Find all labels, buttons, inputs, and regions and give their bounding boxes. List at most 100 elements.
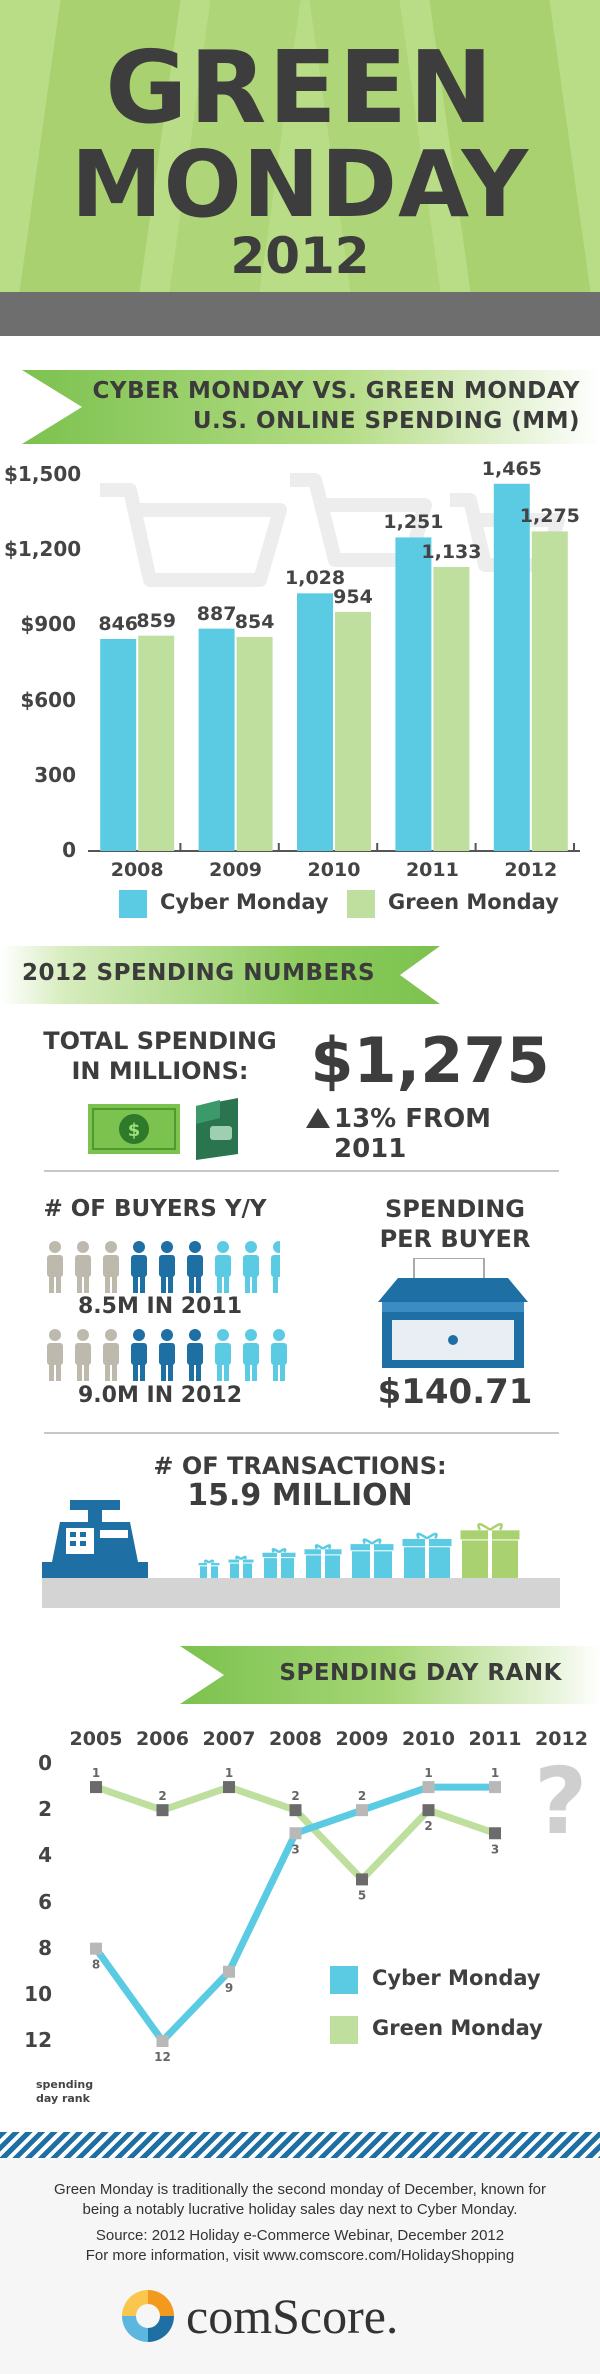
rank-y-tick: 2 bbox=[38, 1797, 52, 1822]
buyers-label: # OF BUYERS Y/Y bbox=[43, 1196, 267, 1222]
bar-green-2008 bbox=[138, 635, 175, 851]
bar-value-label: 1,465 bbox=[481, 457, 542, 480]
header-divider-bar bbox=[0, 292, 600, 336]
bar-y-tick: 300 bbox=[34, 762, 76, 787]
person-icon bbox=[187, 1329, 203, 1381]
ribbon-line2: U.S. ONLINE SPENDING (MM) bbox=[192, 408, 580, 434]
unknown-2012-marker: ? bbox=[534, 1748, 588, 1855]
rank-point-green-2007 bbox=[223, 1781, 235, 1794]
header-banner: GREEN MONDAY 2012 bbox=[0, 0, 600, 292]
title-monday: MONDAY bbox=[70, 131, 530, 238]
total-label-line2: IN MILLIONS: bbox=[71, 1057, 249, 1085]
rank-y-axis-title: spending day rank bbox=[36, 2078, 93, 2106]
total-spending-value: $1,275 bbox=[310, 1024, 550, 1097]
title-year: 2012 bbox=[230, 227, 370, 285]
rank-x-tick: 2009 bbox=[335, 1728, 389, 1750]
transactions-value: 15.9 MILLION bbox=[187, 1478, 413, 1513]
bar-green-2012 bbox=[531, 531, 568, 851]
rank-point-cyber-2010 bbox=[422, 1781, 435, 1794]
svg-text:$: $ bbox=[128, 1120, 141, 1141]
footer-line1: Green Monday is traditionally the second… bbox=[54, 2181, 546, 2198]
rank-legend-label-green: Green Monday bbox=[372, 2016, 543, 2040]
person-icon bbox=[215, 1329, 231, 1381]
bar-cyber-2011 bbox=[395, 537, 432, 851]
legend-swatch-cyber bbox=[119, 890, 147, 918]
rank-point-cyber-2006 bbox=[156, 2035, 169, 2047]
rank-point-label-green: 2 bbox=[424, 1819, 432, 1833]
ribbon-line1: CYBER MONDAY VS. GREEN MONDAY bbox=[92, 378, 580, 404]
transactions-label: # OF TRANSACTIONS: bbox=[153, 1452, 447, 1480]
rank-point-cyber-2005 bbox=[90, 1942, 102, 1955]
footer-description: Green Monday is traditionally the second… bbox=[0, 2180, 600, 2220]
spending-ribbon bbox=[22, 370, 600, 444]
rank-point-label-green: 3 bbox=[491, 1842, 499, 1856]
buyers-2011-people-icon bbox=[47, 1240, 310, 1300]
rank-point-label-green: 2 bbox=[291, 1789, 299, 1803]
person-icon bbox=[243, 1329, 259, 1381]
bar-y-tick: $1,500 bbox=[4, 462, 82, 486]
rank-point-label-green: 5 bbox=[358, 1888, 366, 1902]
numbers-ribbon-title: 2012 SPENDING NUMBERS bbox=[22, 960, 376, 986]
person-icon bbox=[159, 1241, 175, 1293]
rank-legend-label-cyber: Cyber Monday bbox=[372, 1966, 541, 1990]
per-buyer-line2: PER BUYER bbox=[379, 1225, 531, 1253]
rank-y-tick: 4 bbox=[38, 1843, 52, 1868]
numbers-ribbon bbox=[0, 946, 440, 1004]
bar-cyber-2010 bbox=[297, 593, 333, 851]
footer-line2: being a notably lucrative holiday sales … bbox=[82, 2201, 518, 2218]
rank-point-cyber-2008 bbox=[289, 1827, 302, 1840]
person-icon bbox=[243, 1241, 259, 1293]
person-icon bbox=[75, 1329, 91, 1381]
footer-source: Source: 2012 Holiday e-Commerce Webinar,… bbox=[0, 2226, 600, 2266]
bar-value-label: 859 bbox=[136, 609, 177, 632]
rank-x-tick: 2011 bbox=[468, 1728, 522, 1750]
rank-x-tick: 2010 bbox=[402, 1728, 455, 1750]
person-icon bbox=[75, 1241, 91, 1293]
rank-y-tick: 6 bbox=[38, 1889, 52, 1914]
rank-point-green-2011 bbox=[489, 1827, 501, 1840]
bar-value-label: 887 bbox=[196, 602, 237, 625]
bar-value-label: 846 bbox=[98, 612, 139, 635]
bar-cyber-2012 bbox=[493, 483, 530, 851]
gift-box-icon bbox=[303, 1544, 343, 1578]
rank-ribbon bbox=[180, 1646, 600, 1704]
change-text: 13% FROM 2011 bbox=[334, 1104, 492, 1164]
per-buyer-value: $140.71 bbox=[377, 1372, 533, 1412]
rank-point-green-2006 bbox=[156, 1804, 169, 1817]
rank-legend-swatch-cyber bbox=[330, 1966, 358, 1994]
person-icon bbox=[131, 1241, 147, 1293]
hatched-divider bbox=[0, 2132, 600, 2158]
comscore-logo-icon bbox=[122, 2290, 174, 2342]
person-icon bbox=[215, 1241, 231, 1293]
rank-ribbon-title: SPENDING DAY RANK bbox=[279, 1660, 562, 1686]
gift-box-icon bbox=[349, 1538, 395, 1578]
bar-y-tick: 0 bbox=[62, 838, 76, 862]
rank-x-tick: 2005 bbox=[69, 1728, 123, 1750]
buyers-2012-text: 9.0M IN 2012 bbox=[77, 1383, 242, 1408]
gift-box-icon bbox=[401, 1532, 453, 1578]
per-buyer-label: SPENDING PER BUYER bbox=[350, 1194, 560, 1254]
rank-y-tick: 10 bbox=[24, 1981, 52, 2006]
rank-x-tick: 2012 bbox=[535, 1728, 588, 1750]
rank-point-label-cyber: 2 bbox=[358, 1789, 366, 1803]
gift-box-icon bbox=[459, 1523, 521, 1578]
total-label-line1: TOTAL SPENDING bbox=[43, 1027, 277, 1055]
rank-point-label-cyber: 1 bbox=[424, 1766, 432, 1780]
bar-chart bbox=[88, 483, 580, 852]
rank-x-tick: 2008 bbox=[269, 1728, 322, 1750]
divider-2 bbox=[44, 1432, 559, 1434]
bar-value-label: 954 bbox=[333, 585, 373, 608]
rank-ylabel-line2: day rank bbox=[36, 2092, 90, 2105]
bar-y-tick: $900 bbox=[20, 612, 76, 637]
bar-y-tick: $600 bbox=[20, 687, 76, 712]
rank-point-green-2008 bbox=[289, 1804, 302, 1817]
footer-panel bbox=[0, 2158, 600, 2374]
per-buyer-line1: SPENDING bbox=[385, 1195, 525, 1223]
person-icon bbox=[103, 1241, 119, 1293]
person-mask bbox=[280, 1240, 310, 1300]
comscore-logo-text: comScore. bbox=[186, 2288, 399, 2344]
rank-point-label-cyber: 12 bbox=[154, 2050, 171, 2064]
legend-swatch-green bbox=[347, 890, 375, 918]
bar-green-2009 bbox=[236, 636, 273, 851]
buyers-2011-text: 8.5M IN 2011 bbox=[77, 1294, 242, 1319]
